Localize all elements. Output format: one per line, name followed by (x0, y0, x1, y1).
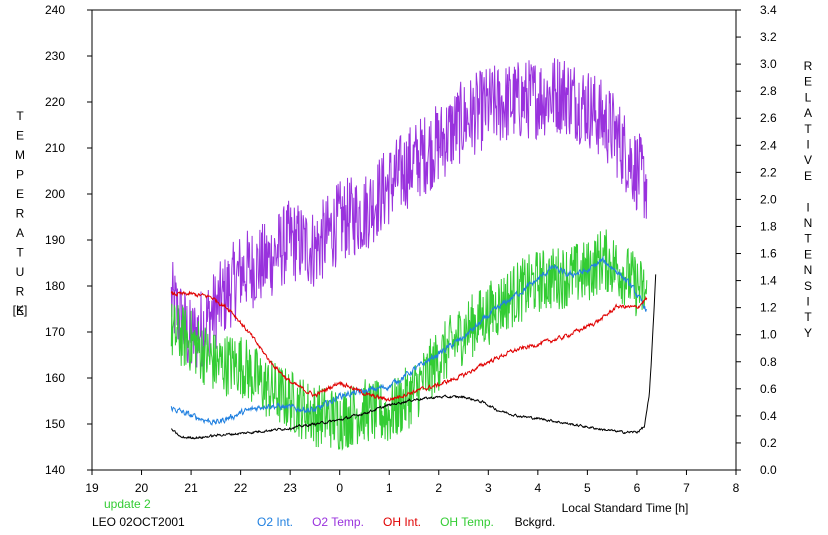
update-note: update 2 (104, 497, 151, 511)
y-right-tick-label: 0.2 (760, 436, 777, 450)
y-right-label-letter: T (804, 310, 812, 324)
series-line (170, 274, 657, 440)
y-right-label-letter: E (804, 169, 812, 183)
y-right-label-letter: I (806, 200, 809, 214)
legend: O2 Int. O2 Temp. OH Int. OH Temp. Bckgrd. (257, 515, 555, 529)
y-right-tick-label: 3.4 (760, 3, 777, 17)
y-right-label-letter: V (804, 153, 812, 167)
y-right-tick-label: 3.0 (760, 57, 777, 71)
x-axis-label: Local Standard Time [h] (562, 501, 689, 515)
y-left-tick-label: 210 (45, 141, 65, 155)
x-tick-label: 21 (184, 481, 198, 495)
y-right-tick-label: 0.0 (760, 463, 777, 477)
y-left-tick-label: 150 (45, 417, 65, 431)
series-line (170, 290, 648, 403)
y-axis-left-unit: [K] (13, 303, 28, 317)
y-left-label-letter: E (16, 187, 24, 201)
y-left-tick-label: 200 (45, 187, 65, 201)
x-tick-label: 8 (733, 481, 740, 495)
x-tick-label: 23 (283, 481, 297, 495)
y-right-tick-label: 1.0 (760, 328, 777, 342)
x-tick-label: 1 (386, 481, 393, 495)
y-left-label-letter: T (16, 109, 24, 123)
y-right-label-letter: I (806, 295, 809, 309)
y-left-label-letter: U (16, 265, 25, 279)
x-tick-label: 19 (85, 481, 99, 495)
y-left-tick-label: 170 (45, 325, 65, 339)
y-right-label-letter: A (804, 106, 812, 120)
y-right-label-letter: E (804, 247, 812, 261)
y-left-tick-label: 220 (45, 95, 65, 109)
y-right-tick-label: 3.2 (760, 30, 777, 44)
y-left-tick-label: 140 (45, 463, 65, 477)
y-right-tick-label: 1.8 (760, 219, 777, 233)
y-left-label-letter: M (15, 148, 25, 162)
y-right-tick-label: 1.2 (760, 301, 777, 315)
y-right-label-letter: Y (804, 326, 812, 340)
y-right-tick-label: 2.8 (760, 84, 777, 98)
x-tick-label: 2 (435, 481, 442, 495)
y-left-label-letter: P (16, 168, 24, 182)
legend-item: O2 Int. (257, 515, 293, 529)
y-left-label-letter: E (16, 129, 24, 143)
y-right-tick-label: 0.4 (760, 409, 777, 423)
legend-item: OH Temp. (440, 515, 494, 529)
y-right-label-letter: R (804, 59, 813, 73)
y-right-tick-label: 2.2 (760, 165, 777, 179)
legend-item: O2 Temp. (312, 515, 364, 529)
y-right-tick-label: 2.0 (760, 192, 777, 206)
y-right-label-letter: T (804, 232, 812, 246)
y-right-label-letter: T (804, 122, 812, 136)
y-axis-left: 140 150 160 170 180 190 200 210 220 230 240 (45, 3, 92, 477)
y-left-label-letter: T (16, 246, 24, 260)
y-left-label-letter: E (16, 304, 24, 318)
x-tick-label: 20 (135, 481, 149, 495)
x-tick-label: 4 (535, 481, 542, 495)
y-left-label-letter: A (16, 226, 24, 240)
y-axis-right: 0.0 0.2 0.4 0.6 0.8 1.0 1.2 1.4 1.6 1.8 2.0 2.2 2.4 2… (736, 3, 777, 477)
y-left-label-letter: R (16, 285, 25, 299)
y-left-label-letter: R (16, 207, 25, 221)
x-tick-label: 0 (336, 481, 343, 495)
x-tick-label: 5 (584, 481, 591, 495)
x-tick-label: 3 (485, 481, 492, 495)
legend-item: Bckgrd. (515, 515, 556, 529)
y-right-label-letter: N (804, 216, 813, 230)
y-right-label-letter: N (804, 263, 813, 277)
legend-item: OH Int. (383, 515, 421, 529)
y-right-label-letter: S (804, 279, 812, 293)
plot-area (91, 9, 737, 471)
y-left-tick-label: 240 (45, 3, 65, 17)
x-tick-label: 22 (234, 481, 248, 495)
y-right-tick-label: 2.6 (760, 111, 777, 125)
y-left-tick-label: 230 (45, 49, 65, 63)
y-left-tick-label: 160 (45, 371, 65, 385)
y-right-label-letter: I (806, 138, 809, 152)
y-right-tick-label: 2.4 (760, 138, 777, 152)
y-right-tick-label: 0.8 (760, 355, 777, 369)
x-tick-label: 7 (683, 481, 690, 495)
y-right-label-letter: L (805, 90, 812, 104)
y-right-label-letter: E (804, 75, 812, 89)
x-tick-label: 6 (634, 481, 641, 495)
series-line (170, 255, 647, 426)
y-right-tick-label: 1.4 (760, 274, 777, 288)
x-axis: 19 20 21 22 23 0 1 2 3 4 5 6 7 8 (85, 470, 740, 495)
series-line (170, 58, 648, 368)
y-left-tick-label: 190 (45, 233, 65, 247)
station-date: LEO 02OCT2001 (92, 515, 185, 529)
y-left-tick-label: 180 (45, 279, 65, 293)
series-layer (170, 58, 657, 452)
y-right-tick-label: 1.6 (760, 247, 777, 261)
y-right-tick-label: 0.6 (760, 382, 777, 396)
